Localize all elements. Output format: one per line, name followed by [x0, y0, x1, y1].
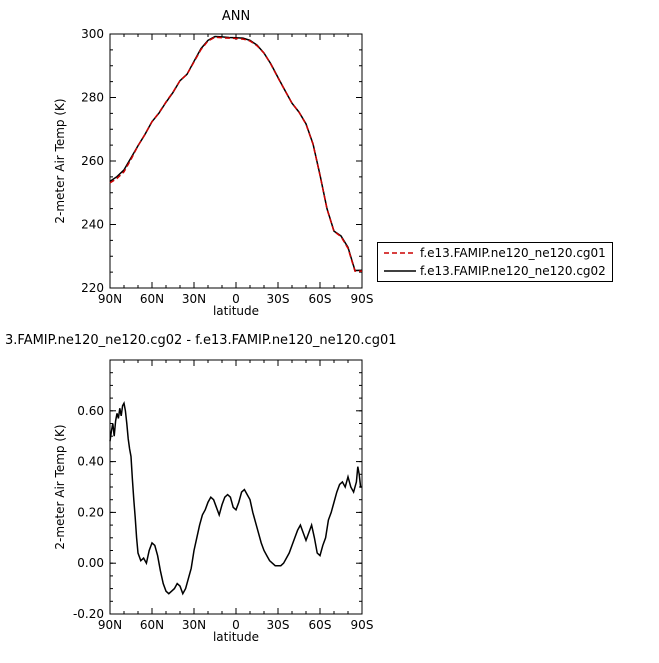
legend-swatch-dashed-red — [384, 252, 416, 254]
x-tick-label: 60S — [309, 292, 332, 306]
x-tick-label: 90N — [98, 292, 122, 306]
plot-frame — [109, 33, 363, 289]
y-tick-label: 240 — [81, 218, 104, 232]
y-tick-label: 0.60 — [77, 404, 104, 418]
x-axis-label: latitude — [213, 304, 259, 318]
series-line — [109, 36, 362, 272]
plot-frame — [109, 359, 363, 615]
x-axis-label: latitude — [213, 630, 259, 644]
series-line — [109, 400, 362, 596]
legend-label: f.e13.FAMIP.ne120_ne120.cg01 — [420, 246, 606, 260]
y-tick-label: 280 — [81, 91, 104, 105]
chart-title: 3.FAMIP.ne120_ne120.cg02 - f.e13.FAMIP.n… — [5, 333, 397, 348]
x-tick-label: 60S — [309, 618, 332, 632]
legend-label: f.e13.FAMIP.ne120_ne120.cg02 — [420, 264, 606, 278]
legend-entry-cg02: f.e13.FAMIP.ne120_ne120.cg02 — [382, 263, 606, 279]
y-axis-label: 2-meter Air Temp (K) — [53, 424, 67, 549]
x-tick-label: 60N — [140, 618, 164, 632]
x-tick-label: 90S — [351, 292, 374, 306]
y-tick-label: 0.20 — [77, 505, 104, 519]
y-tick-label: 220 — [81, 281, 104, 295]
y-axis-label: 2-meter Air Temp (K) — [53, 98, 67, 223]
y-tick-label: 260 — [81, 154, 104, 168]
x-tick-label: 0 — [232, 618, 240, 632]
legend-entry-cg01: f.e13.FAMIP.ne120_ne120.cg01 — [382, 245, 606, 261]
y-tick-label: 0.00 — [77, 556, 104, 570]
y-tick-label: -0.20 — [73, 607, 104, 621]
y-tick-label: 300 — [81, 27, 104, 41]
chart-title: ANN — [222, 9, 250, 24]
x-tick-label: 30S — [267, 618, 290, 632]
x-tick-label: 30N — [182, 292, 206, 306]
x-tick-label: 0 — [232, 292, 240, 306]
x-tick-label: 30S — [267, 292, 290, 306]
legend: f.e13.FAMIP.ne120_ne120.cg01 f.e13.FAMIP… — [377, 242, 613, 282]
series-line — [109, 35, 363, 272]
y-tick-label: 0.40 — [77, 455, 104, 469]
x-tick-label: 90S — [351, 618, 374, 632]
legend-swatch-solid-black — [384, 270, 416, 272]
x-tick-label: 30N — [182, 618, 206, 632]
x-tick-label: 60N — [140, 292, 164, 306]
x-tick-label: 90N — [98, 618, 122, 632]
